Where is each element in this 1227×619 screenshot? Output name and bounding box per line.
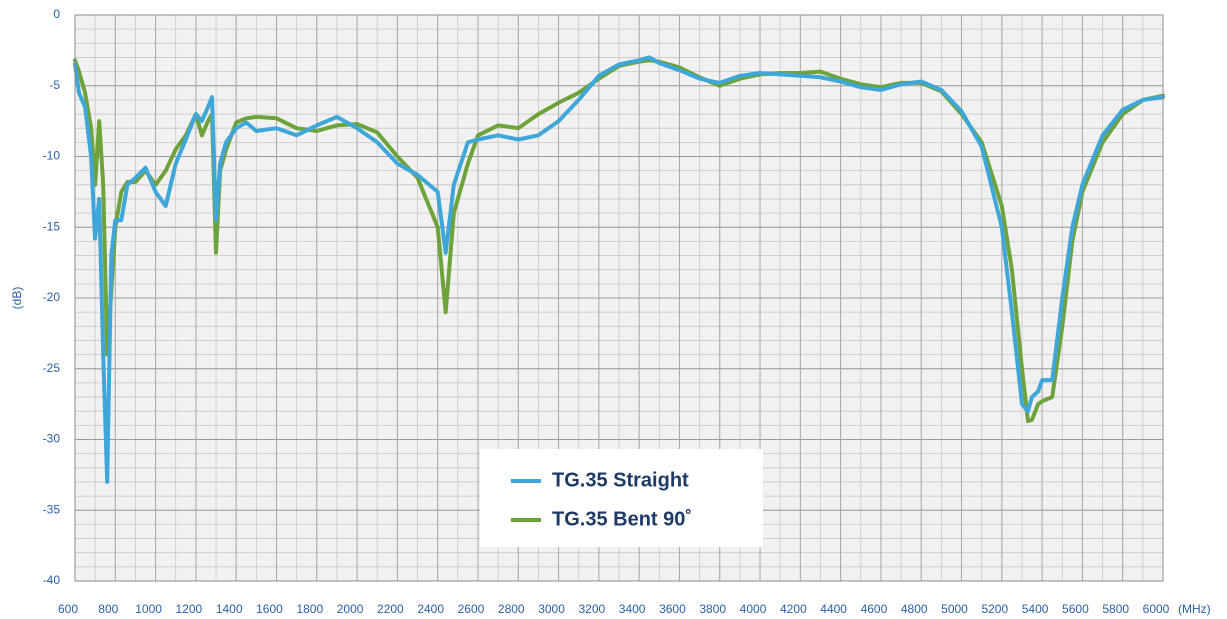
x-tick-label: 3000: [538, 602, 565, 616]
legend-box: [480, 449, 763, 547]
x-tick-label: 5000: [941, 602, 968, 616]
y-tick-label: -5: [49, 78, 60, 92]
plot-frame: [74, 14, 1164, 582]
x-tick-label: 3400: [619, 602, 646, 616]
series-line: [73, 55, 1165, 484]
x-tick-label: 3600: [659, 602, 686, 616]
x-tick-label: 2400: [417, 602, 444, 616]
x-tick-label: 2800: [498, 602, 525, 616]
y-tick-label: -20: [43, 290, 61, 304]
x-tick-label: 5200: [981, 602, 1008, 616]
y-axis-label: (dB): [10, 287, 24, 310]
x-tick-label: 2000: [337, 602, 364, 616]
y-tick-label: -15: [43, 219, 61, 233]
x-tick-label: 4400: [820, 602, 847, 616]
x-tick-label: 1800: [296, 602, 323, 616]
x-tick-label: 600: [58, 602, 78, 616]
y-tick-label: -30: [43, 432, 61, 446]
x-axis-label: (MHz): [1178, 602, 1211, 616]
x-tick-label: 5600: [1062, 602, 1089, 616]
y-tick-label: -25: [43, 361, 61, 375]
x-tick-label: 1000: [135, 602, 162, 616]
x-tick-label: 1200: [176, 602, 203, 616]
x-tick-label: 2600: [458, 602, 485, 616]
x-tick-label: 5400: [1022, 602, 1049, 616]
x-tick-label: 4000: [740, 602, 767, 616]
x-tick-label: 800: [98, 602, 118, 616]
x-tick-label: 4200: [780, 602, 807, 616]
x-tick-label: 1400: [216, 602, 243, 616]
y-tick-label: -40: [43, 573, 61, 587]
x-tick-label: 5800: [1102, 602, 1129, 616]
x-tick-label: 6000: [1143, 602, 1170, 616]
legend-label: TG.35 Straight: [552, 469, 689, 491]
y-tick-label: -10: [43, 149, 61, 163]
x-tick-label: 3800: [699, 602, 726, 616]
x-tick-label: 1600: [256, 602, 283, 616]
x-tick-label: 4800: [901, 602, 928, 616]
y-tick-label: -35: [43, 502, 61, 516]
legend-label: TG.35 Bent 90˚: [552, 507, 692, 530]
x-tick-label: 3200: [579, 602, 606, 616]
legend: TG.35 Straight TG.35 Bent 90˚: [480, 449, 763, 547]
y-tick-label: 0: [53, 7, 60, 21]
x-tick-label: 4600: [861, 602, 888, 616]
x-tick-label: 2200: [377, 602, 404, 616]
